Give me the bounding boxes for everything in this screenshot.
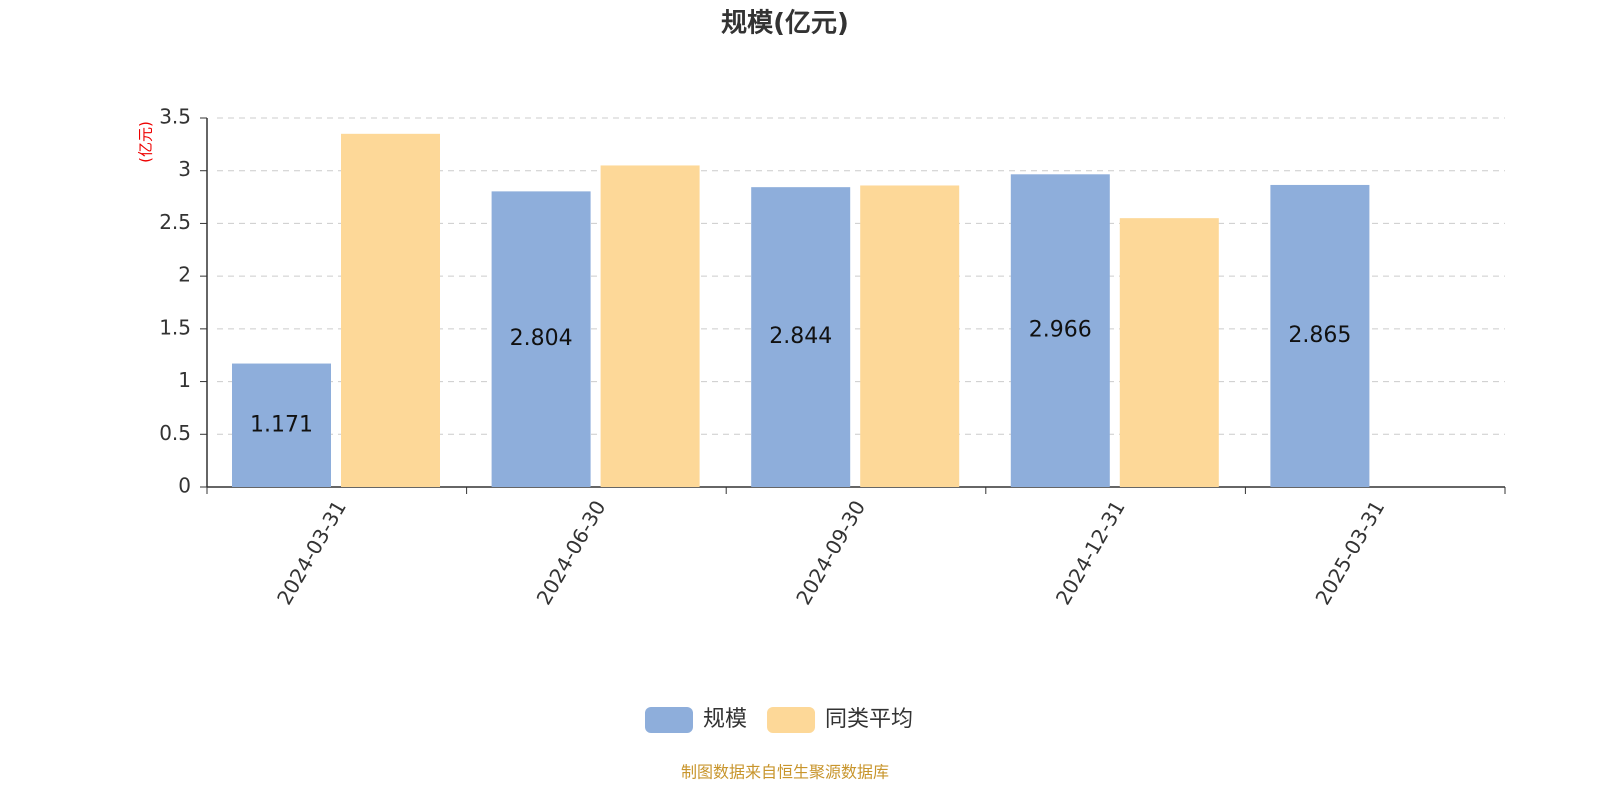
data-label: 1.171 — [250, 412, 313, 437]
data-label: 2.865 — [1288, 323, 1351, 348]
bar — [1119, 218, 1219, 487]
x-tick-label: 2024-09-30 — [791, 496, 870, 609]
bar — [491, 191, 591, 487]
source-note: 制图数据来自恒生聚源数据库 — [681, 763, 889, 782]
data-label: 2.966 — [1029, 318, 1092, 343]
y-tick-label: 3.5 — [159, 105, 191, 129]
x-tick-label: 2024-03-31 — [272, 496, 351, 609]
x-tick-label: 2024-12-31 — [1051, 496, 1130, 609]
bar — [860, 185, 960, 487]
y-tick-label: 2.5 — [159, 210, 191, 234]
bar — [600, 165, 700, 487]
bar — [1010, 174, 1110, 487]
data-label: 2.844 — [769, 324, 832, 349]
bar — [341, 133, 440, 488]
x-tick-label: 2024-06-30 — [532, 496, 611, 609]
y-tick-label: 1 — [178, 368, 191, 392]
y-tick-label: 0.5 — [159, 421, 191, 445]
y-tick-label: 0 — [178, 474, 191, 498]
legend-swatch — [645, 707, 693, 733]
y-tick-label: 3 — [178, 157, 191, 181]
chart-title: 规模(亿元) — [721, 9, 849, 39]
legend-swatch — [767, 707, 816, 733]
legend-label: 同类平均 — [825, 707, 913, 732]
bar — [232, 363, 331, 487]
y-tick-label: 1.5 — [159, 315, 191, 339]
y-unit-label: (亿元) — [137, 121, 155, 163]
data-label: 2.804 — [510, 326, 573, 351]
y-tick-label: 2 — [178, 263, 191, 287]
x-tick-label: 2025-03-31 — [1310, 496, 1389, 609]
legend-label: 规模 — [703, 707, 747, 732]
bar — [1270, 184, 1370, 487]
bar — [751, 187, 851, 488]
